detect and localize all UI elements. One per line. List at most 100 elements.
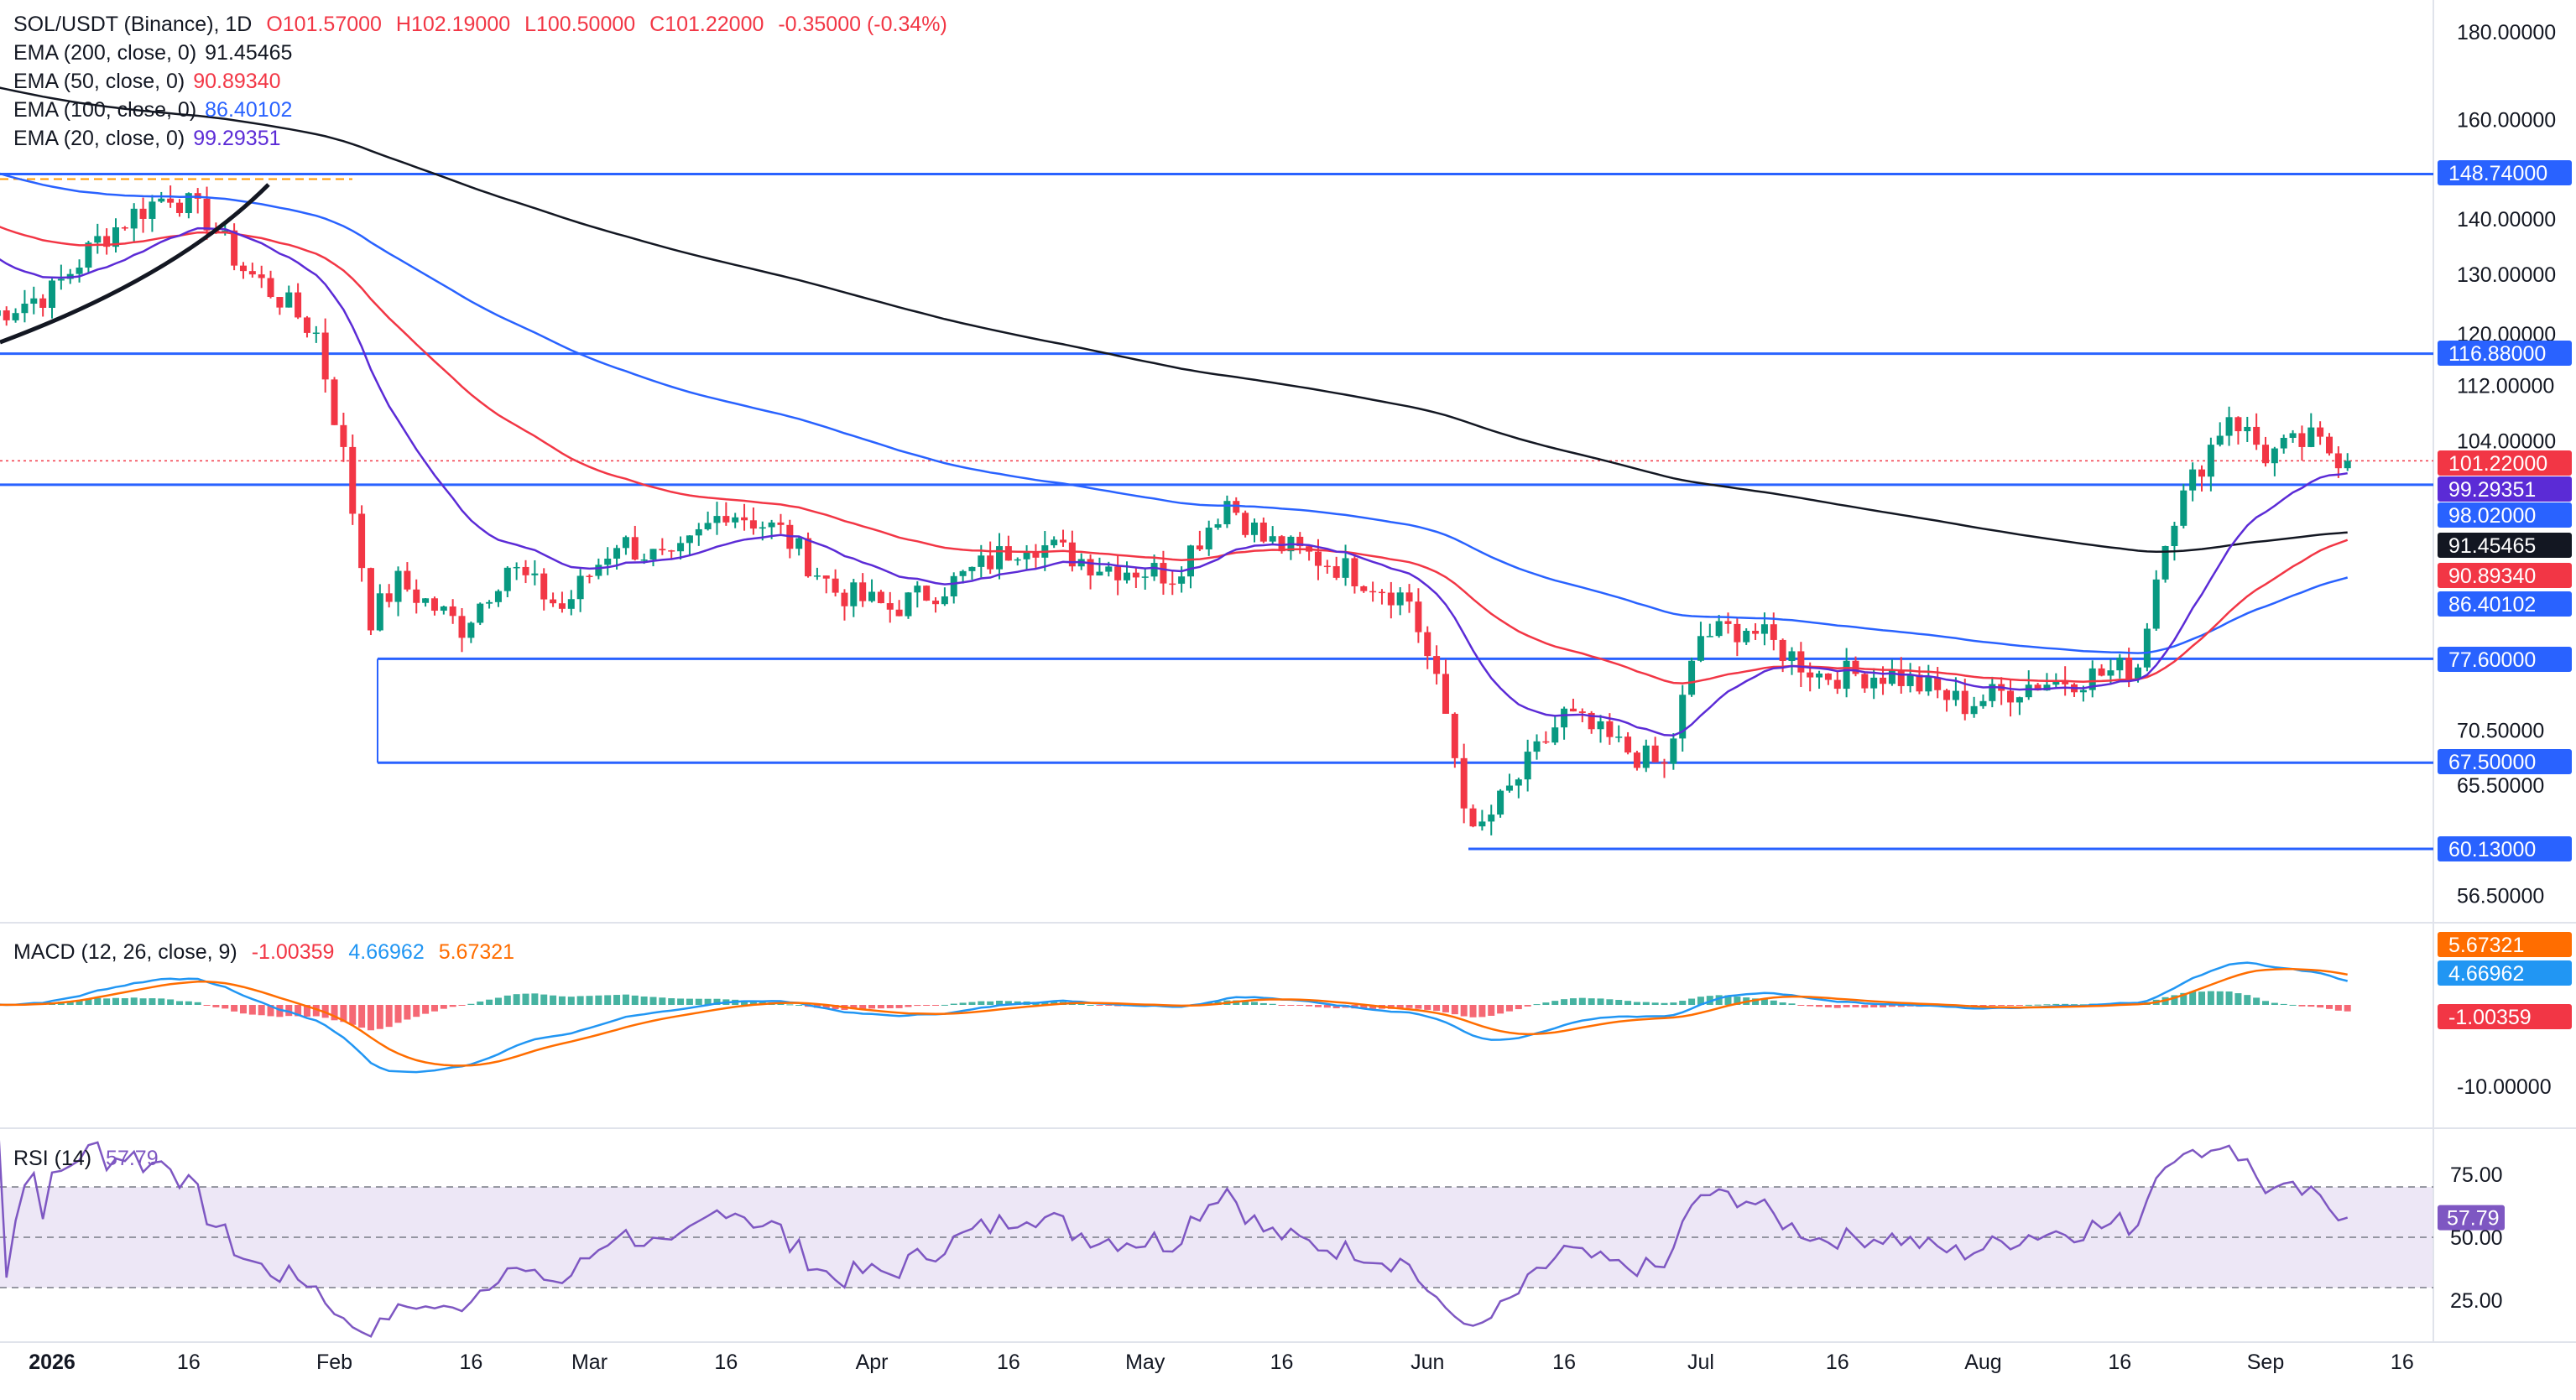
candle[interactable] [859,582,867,601]
candle[interactable] [422,598,430,603]
candle[interactable] [349,446,357,514]
candle[interactable] [394,570,402,602]
rsi-legend[interactable]: RSI (14) 57.79 [13,1144,167,1173]
candle[interactable] [2216,435,2224,445]
candle[interactable] [367,568,374,631]
candle[interactable] [1880,677,1887,684]
candle[interactable] [21,304,29,314]
candle[interactable] [1442,674,1449,714]
candle[interactable] [1760,624,1768,634]
candle[interactable] [295,292,302,318]
candle[interactable] [813,575,821,577]
candle[interactable] [1296,536,1304,547]
candle[interactable] [1651,745,1659,762]
candle[interactable] [1051,539,1058,546]
candle[interactable] [248,271,256,275]
candle[interactable] [430,598,438,612]
candle[interactable] [2180,490,2188,526]
candle[interactable] [1888,669,1895,684]
candle[interactable] [2088,668,2096,690]
candle[interactable] [158,198,165,202]
candle[interactable] [1068,542,1076,567]
candle[interactable] [1824,673,1832,680]
candle[interactable] [2125,658,2133,679]
candle[interactable] [704,523,712,529]
candle[interactable] [604,558,612,565]
ema100-line[interactable] [0,170,2349,654]
candle[interactable] [795,538,803,549]
candle[interactable] [677,543,685,552]
candle[interactable] [2116,658,2124,671]
candle[interactable] [1515,779,1522,786]
candle[interactable] [1697,636,1704,661]
candle[interactable] [1105,566,1113,572]
candle[interactable] [1542,741,1550,743]
candle[interactable] [49,280,55,308]
candle[interactable] [1032,552,1040,558]
candle[interactable] [886,603,894,610]
candle[interactable] [358,513,366,569]
candle[interactable] [1205,527,1212,549]
candle[interactable] [749,520,757,529]
candle[interactable] [2143,628,2151,668]
candle[interactable] [1724,621,1732,624]
candle[interactable] [258,274,265,278]
candle[interactable] [850,582,858,606]
candle[interactable] [567,599,575,609]
candle[interactable] [905,592,912,617]
candle[interactable] [2298,433,2306,447]
candle[interactable] [777,522,785,525]
candle[interactable] [267,278,274,298]
legend-ema50[interactable]: EMA (50, close, 0) 90.89340 [13,67,956,96]
candle[interactable] [1688,660,1696,695]
candle[interactable] [331,379,338,425]
candle[interactable] [1679,695,1687,739]
candle[interactable] [139,208,147,219]
candle[interactable] [1807,672,1814,678]
candle[interactable] [449,606,456,617]
candle[interactable] [1906,674,1914,686]
candle[interactable] [1214,523,1222,528]
candle[interactable] [668,550,675,552]
candle[interactable] [12,313,19,320]
candle[interactable] [76,268,83,274]
candle[interactable] [103,236,111,247]
candle[interactable] [1551,727,1559,743]
candle[interactable] [1497,790,1504,815]
candle[interactable] [1060,539,1067,543]
candle[interactable] [1451,713,1458,758]
ema20-line[interactable] [0,226,2348,736]
candle[interactable] [458,616,466,638]
candle[interactable] [722,516,730,523]
candle[interactable] [895,609,903,617]
candle[interactable] [914,586,921,593]
candle[interactable] [1314,551,1322,566]
candle[interactable] [1405,592,1413,602]
signal-line[interactable] [0,968,2348,1067]
candle[interactable] [832,578,839,593]
candle[interactable] [1096,571,1103,576]
candle[interactable] [2161,546,2169,580]
candle[interactable] [923,586,931,601]
candle[interactable] [987,555,994,570]
candle[interactable] [1734,623,1741,643]
candle[interactable] [312,332,320,335]
candle[interactable] [376,593,383,631]
candle[interactable] [1387,592,1395,606]
candle[interactable] [57,278,65,281]
symbol-label[interactable]: SOL/USDT (Binance), 1D [13,13,253,36]
candle[interactable] [1004,546,1012,561]
candle[interactable] [1615,736,1623,738]
candle[interactable] [477,603,484,623]
candle[interactable] [1505,785,1513,791]
macd-line[interactable] [0,961,2349,1074]
candle[interactable] [1533,741,1541,752]
candle[interactable] [1186,545,1194,577]
candle[interactable] [2015,697,2023,703]
candle[interactable] [1816,673,1823,678]
candle[interactable] [2271,448,2278,464]
candle[interactable] [1788,651,1796,662]
candle[interactable] [932,601,940,605]
candle[interactable] [1606,721,1614,737]
candle[interactable] [1396,592,1404,606]
